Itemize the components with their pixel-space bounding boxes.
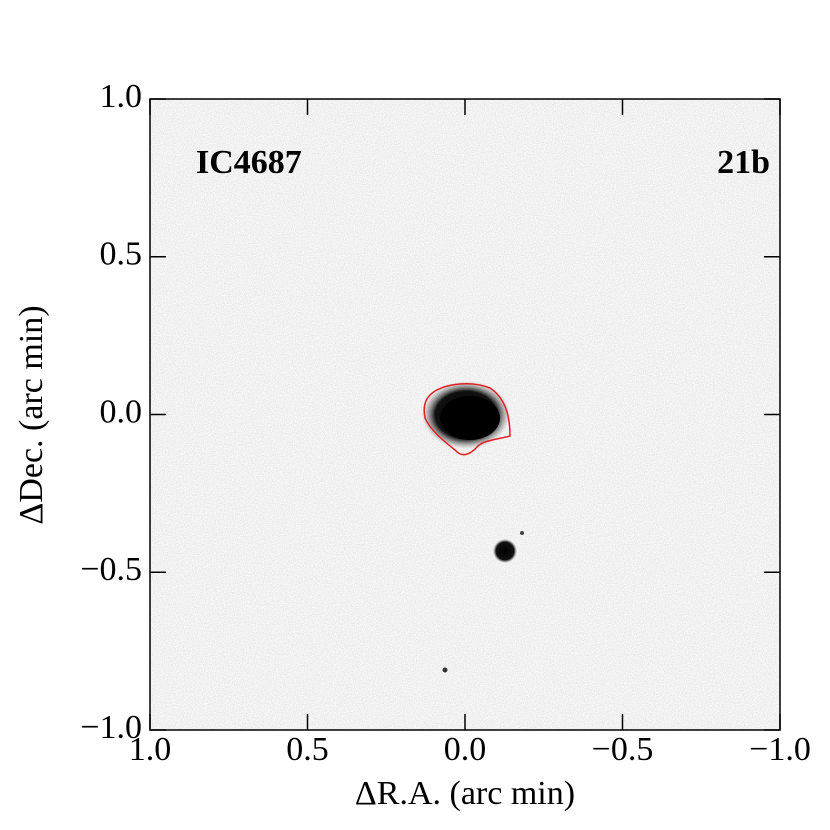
- y-tick-label: 1.0: [100, 78, 143, 115]
- x-tick-label: 1.0: [129, 731, 172, 768]
- x-tick-label: 0.5: [286, 731, 329, 768]
- y-tick-label: 0.0: [100, 393, 143, 430]
- x-tick-label: −1.0: [749, 731, 811, 768]
- y-tick-label: 0.5: [100, 236, 143, 273]
- annotation: 21b: [717, 144, 770, 181]
- annotation: IC4687: [196, 144, 302, 181]
- x-tick-label: −0.5: [592, 731, 654, 768]
- contour: [423, 383, 511, 456]
- x-axis-label: ΔR.A. (arc min): [355, 775, 575, 812]
- y-tick-label: −1.0: [80, 709, 142, 746]
- y-axis-label: ΔDec. (arc min): [13, 305, 50, 524]
- y-tick-label: −0.5: [80, 551, 142, 588]
- x-tick-label: 0.0: [444, 731, 487, 768]
- sky-image: [150, 99, 780, 730]
